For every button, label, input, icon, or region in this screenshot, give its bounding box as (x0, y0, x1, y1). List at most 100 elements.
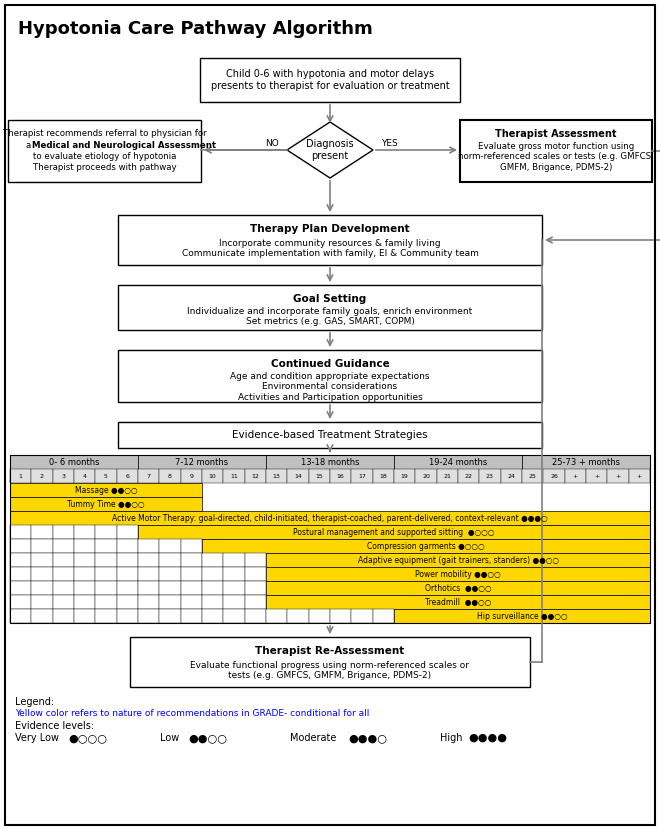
Bar (543, 469, 565, 483)
Bar (138, 595, 159, 609)
Text: Therapist proceeds with pathway: Therapist proceeds with pathway (33, 164, 176, 173)
Bar (460, 120, 652, 182)
Text: Medical and Neurological Assessment: Medical and Neurological Assessment (32, 140, 216, 149)
Bar (53, 581, 74, 595)
Bar (181, 567, 202, 581)
Text: 1: 1 (18, 473, 22, 479)
Text: Therapist recommends referral to physician for: Therapist recommends referral to physici… (3, 129, 207, 138)
Text: Evaluate gross motor function using
norm-referenced scales or tests (e.g. GMFCS,: Evaluate gross motor function using norm… (458, 142, 654, 172)
Bar (10, 497, 202, 511)
Bar (95, 469, 117, 483)
Text: Orthotics  ●●○○: Orthotics ●●○○ (425, 583, 491, 593)
Bar (10, 455, 138, 469)
Bar (159, 581, 181, 595)
Text: Continued Guidance: Continued Guidance (271, 359, 389, 369)
Bar (74, 525, 95, 539)
Bar (31, 469, 53, 483)
Text: a: a (26, 140, 34, 149)
Bar (159, 553, 181, 567)
Bar (607, 469, 629, 483)
Bar (118, 422, 542, 448)
Bar (74, 539, 95, 553)
Bar (117, 595, 138, 609)
Text: Moderate: Moderate (290, 733, 337, 743)
Bar (223, 553, 245, 567)
Bar (74, 581, 95, 595)
Text: 25: 25 (529, 473, 537, 479)
Bar (373, 609, 394, 623)
Bar (31, 525, 53, 539)
Bar (437, 469, 458, 483)
Bar (394, 469, 415, 483)
Text: Very Low: Very Low (15, 733, 59, 743)
Text: 3: 3 (61, 473, 65, 479)
Bar (245, 595, 266, 609)
Text: Evidence-based Treatment Strategies: Evidence-based Treatment Strategies (232, 430, 428, 440)
Text: 22: 22 (465, 473, 473, 479)
Bar (245, 581, 266, 595)
Bar (266, 553, 650, 567)
Bar (95, 567, 117, 581)
Text: Yellow color refers to nature of recommendations in GRADE- conditional for all: Yellow color refers to nature of recomme… (15, 709, 370, 718)
Bar (330, 469, 351, 483)
Bar (138, 609, 159, 623)
Text: 26: 26 (550, 473, 558, 479)
Bar (117, 525, 138, 539)
Bar (245, 553, 266, 567)
Bar (138, 525, 650, 539)
Text: Hip surveillance ●●○○: Hip surveillance ●●○○ (477, 612, 567, 621)
Bar (266, 581, 650, 595)
Bar (245, 567, 266, 581)
Text: 0- 6 months: 0- 6 months (49, 457, 99, 466)
Bar (159, 609, 181, 623)
Bar (53, 525, 74, 539)
Text: 20: 20 (422, 473, 430, 479)
Bar (53, 539, 74, 553)
Bar (74, 553, 95, 567)
Bar (31, 581, 53, 595)
Bar (330, 609, 351, 623)
Bar (10, 581, 31, 595)
Bar (53, 609, 74, 623)
Text: +: + (615, 473, 620, 479)
Bar (31, 567, 53, 581)
Text: 17: 17 (358, 473, 366, 479)
Bar (501, 469, 522, 483)
Text: Evidence levels:: Evidence levels: (15, 721, 94, 731)
Bar (31, 539, 53, 553)
Bar (351, 469, 373, 483)
Text: Age and condition appropriate expectations
Environmental considerations
Activiti: Age and condition appropriate expectatio… (230, 372, 430, 402)
Bar (458, 469, 479, 483)
Bar (10, 609, 31, 623)
Text: 19-24 months: 19-24 months (429, 457, 487, 466)
Bar (138, 455, 266, 469)
Text: ●○○○: ●○○○ (68, 733, 107, 743)
Bar (53, 553, 74, 567)
Bar (138, 567, 159, 581)
Bar (159, 567, 181, 581)
Bar (10, 567, 31, 581)
Bar (138, 539, 159, 553)
Bar (522, 455, 650, 469)
Text: +: + (594, 473, 599, 479)
Text: 23: 23 (486, 473, 494, 479)
Bar (373, 469, 394, 483)
Text: Tummy Time ●●○○: Tummy Time ●●○○ (67, 500, 145, 509)
Text: 14: 14 (294, 473, 302, 479)
Text: +: + (573, 473, 578, 479)
Text: 21: 21 (444, 473, 451, 479)
Text: ●●○○: ●●○○ (188, 733, 227, 743)
Bar (181, 595, 202, 609)
Text: Diagnosis
present: Diagnosis present (306, 139, 354, 161)
Text: 15: 15 (315, 473, 323, 479)
Text: Active Motor Therapy: goal-directed, child-initiated, therapist-coached, parent-: Active Motor Therapy: goal-directed, chi… (112, 514, 548, 523)
Bar (118, 215, 542, 265)
Bar (95, 609, 117, 623)
Bar (53, 595, 74, 609)
Text: Evaluate functional progress using norm-referenced scales or
tests (e.g. GMFCS, : Evaluate functional progress using norm-… (191, 661, 469, 681)
Bar (159, 595, 181, 609)
Text: 13-18 months: 13-18 months (301, 457, 359, 466)
Text: Low: Low (160, 733, 180, 743)
Bar (53, 469, 74, 483)
Text: Incorporate community resources & family living
Communicate implementation with : Incorporate community resources & family… (182, 239, 478, 258)
